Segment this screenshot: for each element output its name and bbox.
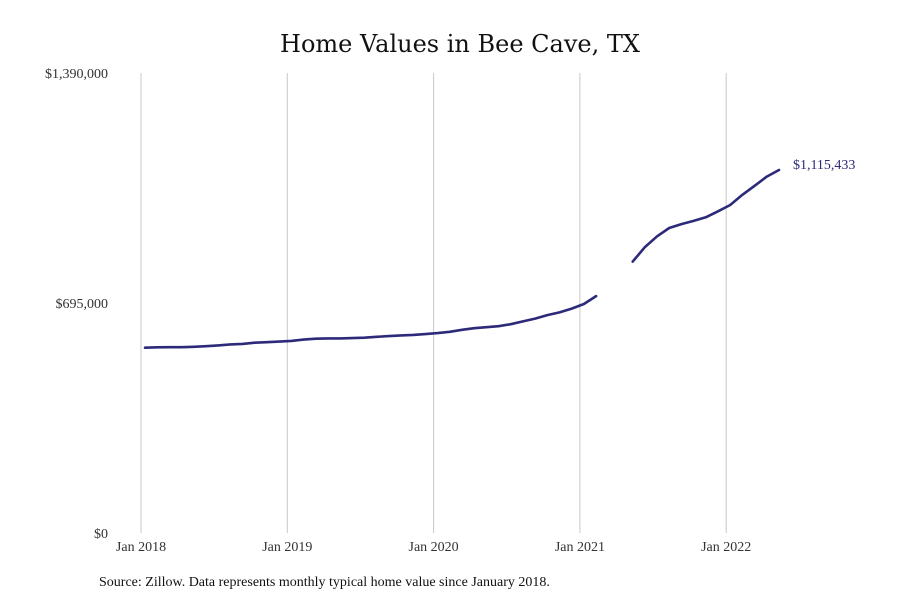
x-tick-label-4: Jan 2021 xyxy=(555,540,605,555)
y-tick-label-3: $1,390,000 xyxy=(45,67,108,82)
source-note: Source: Zillow. Data represents monthly … xyxy=(99,575,550,590)
chart-title: Home Values in Bee Cave, TX xyxy=(280,30,640,58)
series-home-values xyxy=(143,168,781,349)
series-segment-1 xyxy=(143,294,598,349)
series-segment-2 xyxy=(631,168,781,263)
last-value-label: $1,115,433 xyxy=(793,158,855,173)
x-axis-ticks: Jan 2018 Jan 2019 Jan 2020 Jan 2021 Jan 2022 xyxy=(116,540,751,555)
gridlines xyxy=(140,73,727,533)
x-tick-label-1: Jan 2018 xyxy=(116,540,166,555)
x-tick-label-2: Jan 2019 xyxy=(262,540,312,555)
x-tick-label-5: Jan 2022 xyxy=(701,540,751,555)
y-tick-label-2: $695,000 xyxy=(56,297,109,312)
y-axis-ticks: $0 $695,000 $1,390,000 xyxy=(45,67,108,542)
y-tick-label-1: $0 xyxy=(94,527,108,542)
x-tick-label-3: Jan 2020 xyxy=(409,540,459,555)
